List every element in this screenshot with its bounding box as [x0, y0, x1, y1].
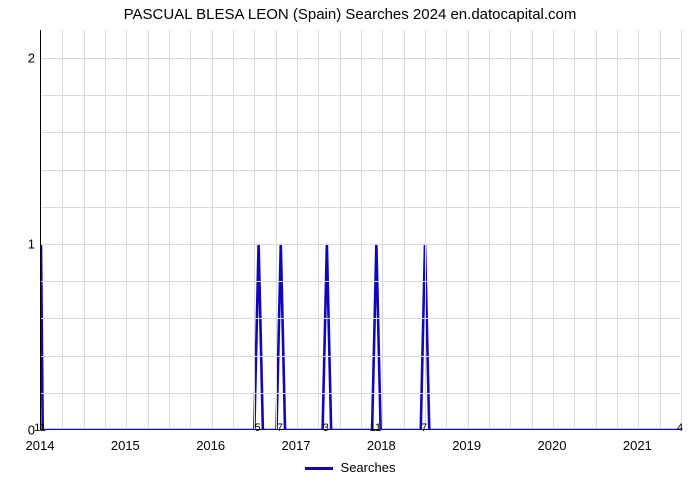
legend-swatch [305, 467, 333, 470]
x-tick-label: 2017 [282, 438, 311, 453]
y-tick-label: 2 [5, 50, 35, 65]
spike-annotation: 5 [255, 422, 261, 434]
spike-annotation: 3 [323, 422, 329, 434]
legend: Searches [0, 460, 700, 475]
spike-annotation: 7 [277, 422, 283, 434]
x-tick-label: 2019 [452, 438, 481, 453]
plot-area [40, 30, 680, 430]
spike-annotation: 11 [34, 422, 45, 434]
x-tick-label: 2014 [26, 438, 55, 453]
y-tick-label: 1 [5, 236, 35, 251]
x-tick-label: 2018 [367, 438, 396, 453]
x-tick-label: 2016 [196, 438, 225, 453]
chart-title: PASCUAL BLESA LEON (Spain) Searches 2024… [0, 6, 700, 23]
chart-container: { "chart": { "type": "line", "title": "P… [0, 0, 700, 500]
x-tick-label: 2015 [111, 438, 140, 453]
spike-annotation: 4 [677, 422, 683, 434]
spike-annotation: 7 [421, 422, 427, 434]
x-tick-label: 2020 [538, 438, 567, 453]
y-tick-label: 0 [5, 423, 35, 438]
x-tick-label: 2021 [623, 438, 652, 453]
legend-label: Searches [341, 460, 396, 475]
spike-annotation: 11 [370, 422, 381, 434]
